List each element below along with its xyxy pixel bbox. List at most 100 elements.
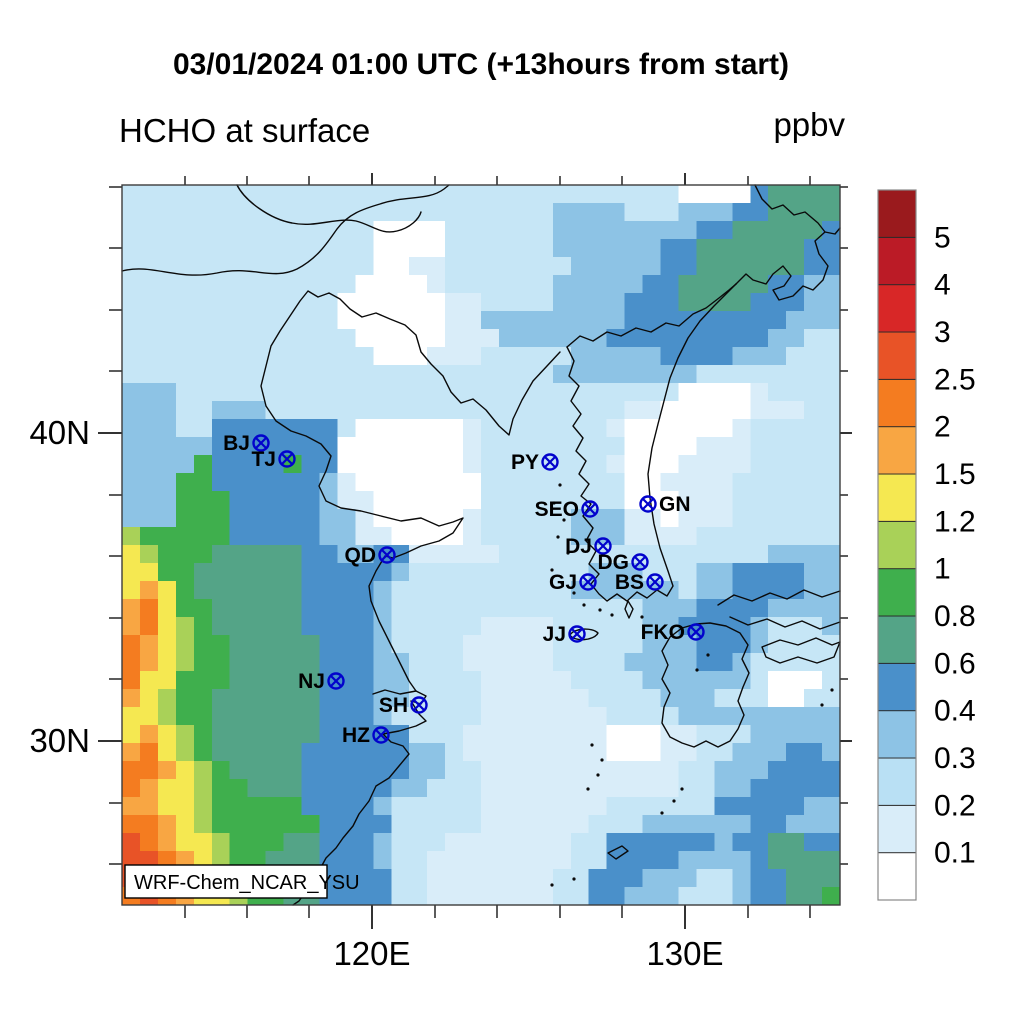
heatmap-cell — [516, 473, 536, 492]
heatmap-cell — [193, 779, 213, 798]
heatmap-cell — [445, 563, 464, 582]
heatmap-cell — [247, 581, 267, 600]
heatmap-cell — [786, 455, 805, 474]
heatmap-cell — [139, 419, 159, 438]
heatmap-cell — [229, 365, 249, 384]
heatmap-cell — [678, 725, 697, 744]
island-dot — [600, 758, 604, 762]
heatmap-cell — [211, 491, 231, 510]
heatmap-cell — [391, 761, 410, 780]
heatmap-cell — [570, 653, 590, 672]
heatmap-cell — [247, 509, 267, 528]
heatmap-cell — [714, 473, 733, 492]
heatmap-cell — [552, 293, 572, 312]
heatmap-cell — [660, 293, 680, 312]
heatmap-cell — [391, 725, 410, 744]
heatmap-cell — [606, 671, 626, 690]
heatmap-cell — [337, 851, 356, 870]
heatmap-cell — [175, 419, 195, 438]
heatmap-cell — [409, 725, 428, 744]
heatmap-cell — [193, 797, 213, 816]
heatmap-cell — [534, 203, 554, 222]
heatmap-cell — [588, 401, 608, 420]
heatmap-cell — [588, 599, 608, 618]
heatmap-cell — [822, 329, 841, 348]
heatmap-cell — [606, 419, 626, 438]
heatmap-cell — [229, 275, 249, 294]
heatmap-cell — [427, 257, 446, 276]
heatmap-cell — [732, 185, 751, 204]
heatmap-cell — [696, 527, 715, 546]
heatmap-cell — [768, 689, 787, 708]
heatmap-cell — [606, 437, 626, 456]
heatmap-cell — [229, 329, 249, 348]
heatmap-cell — [122, 365, 141, 384]
colorbar-segment — [877, 331, 917, 380]
heatmap-cell — [552, 833, 572, 852]
heatmap-cell — [696, 581, 715, 600]
heatmap-cell — [283, 761, 303, 780]
heatmap-cell — [768, 599, 787, 618]
heatmap-cell — [714, 761, 733, 780]
heatmap-cell — [355, 635, 374, 654]
heatmap-cell — [588, 347, 608, 366]
heatmap-cell — [211, 239, 231, 258]
heatmap-cell — [139, 653, 159, 672]
heatmap-cell — [373, 203, 392, 222]
heatmap-cell — [804, 365, 823, 384]
heatmap-cell — [247, 545, 267, 564]
heatmap-cell — [750, 563, 769, 582]
heatmap-cell — [642, 887, 662, 906]
heatmap-cell — [678, 437, 697, 456]
heatmap-cell — [337, 329, 356, 348]
heatmap-cell — [516, 455, 536, 474]
heatmap-cell — [678, 509, 697, 528]
heatmap-cell — [157, 599, 177, 618]
y-axis-label: 40N — [29, 414, 90, 451]
heatmap-cell — [445, 887, 464, 906]
heatmap-cell — [211, 347, 231, 366]
heatmap-cell — [283, 581, 303, 600]
heatmap-cell — [301, 725, 321, 744]
heatmap-cell — [678, 833, 697, 852]
heatmap-cell — [624, 401, 644, 420]
heatmap-cell — [786, 671, 805, 690]
heatmap-cell — [714, 635, 733, 654]
heatmap-cell — [786, 185, 805, 204]
heatmap-cell — [678, 257, 697, 276]
heatmap-cell — [696, 419, 715, 438]
heatmap-cell — [481, 797, 500, 816]
station-SH: SH — [379, 694, 428, 717]
heatmap-cell — [606, 527, 626, 546]
heatmap-cell — [678, 221, 697, 240]
heatmap-cell — [229, 491, 249, 510]
heatmap-cell — [445, 743, 464, 762]
heatmap-cell — [445, 437, 464, 456]
heatmap-cell — [606, 689, 626, 708]
y-axis-label: 30N — [29, 722, 90, 759]
heatmap-cell — [193, 311, 213, 330]
heatmap-cell — [498, 473, 518, 492]
heatmap-cell — [714, 419, 733, 438]
heatmap-cell — [732, 581, 751, 600]
heatmap-cell — [301, 347, 321, 366]
heatmap-cell — [373, 257, 392, 276]
heatmap-cell — [301, 293, 321, 312]
heatmap-cell — [570, 815, 590, 834]
heatmap-cell — [534, 707, 554, 726]
heatmap-cell — [822, 203, 841, 222]
heatmap-cell — [139, 689, 159, 708]
colorbar-label: 2 — [934, 411, 951, 444]
heatmap-cell — [319, 779, 338, 798]
heatmap-cell — [498, 347, 518, 366]
heatmap-cell — [265, 491, 285, 510]
heatmap-cell — [337, 707, 356, 726]
station-JJ: JJ — [543, 623, 586, 646]
heatmap-cell — [337, 383, 356, 402]
heatmap-cell — [139, 707, 159, 726]
heatmap-cell — [804, 527, 823, 546]
heatmap-cell — [445, 671, 464, 690]
heatmap-cell — [211, 653, 231, 672]
heatmap-cell — [732, 797, 751, 816]
